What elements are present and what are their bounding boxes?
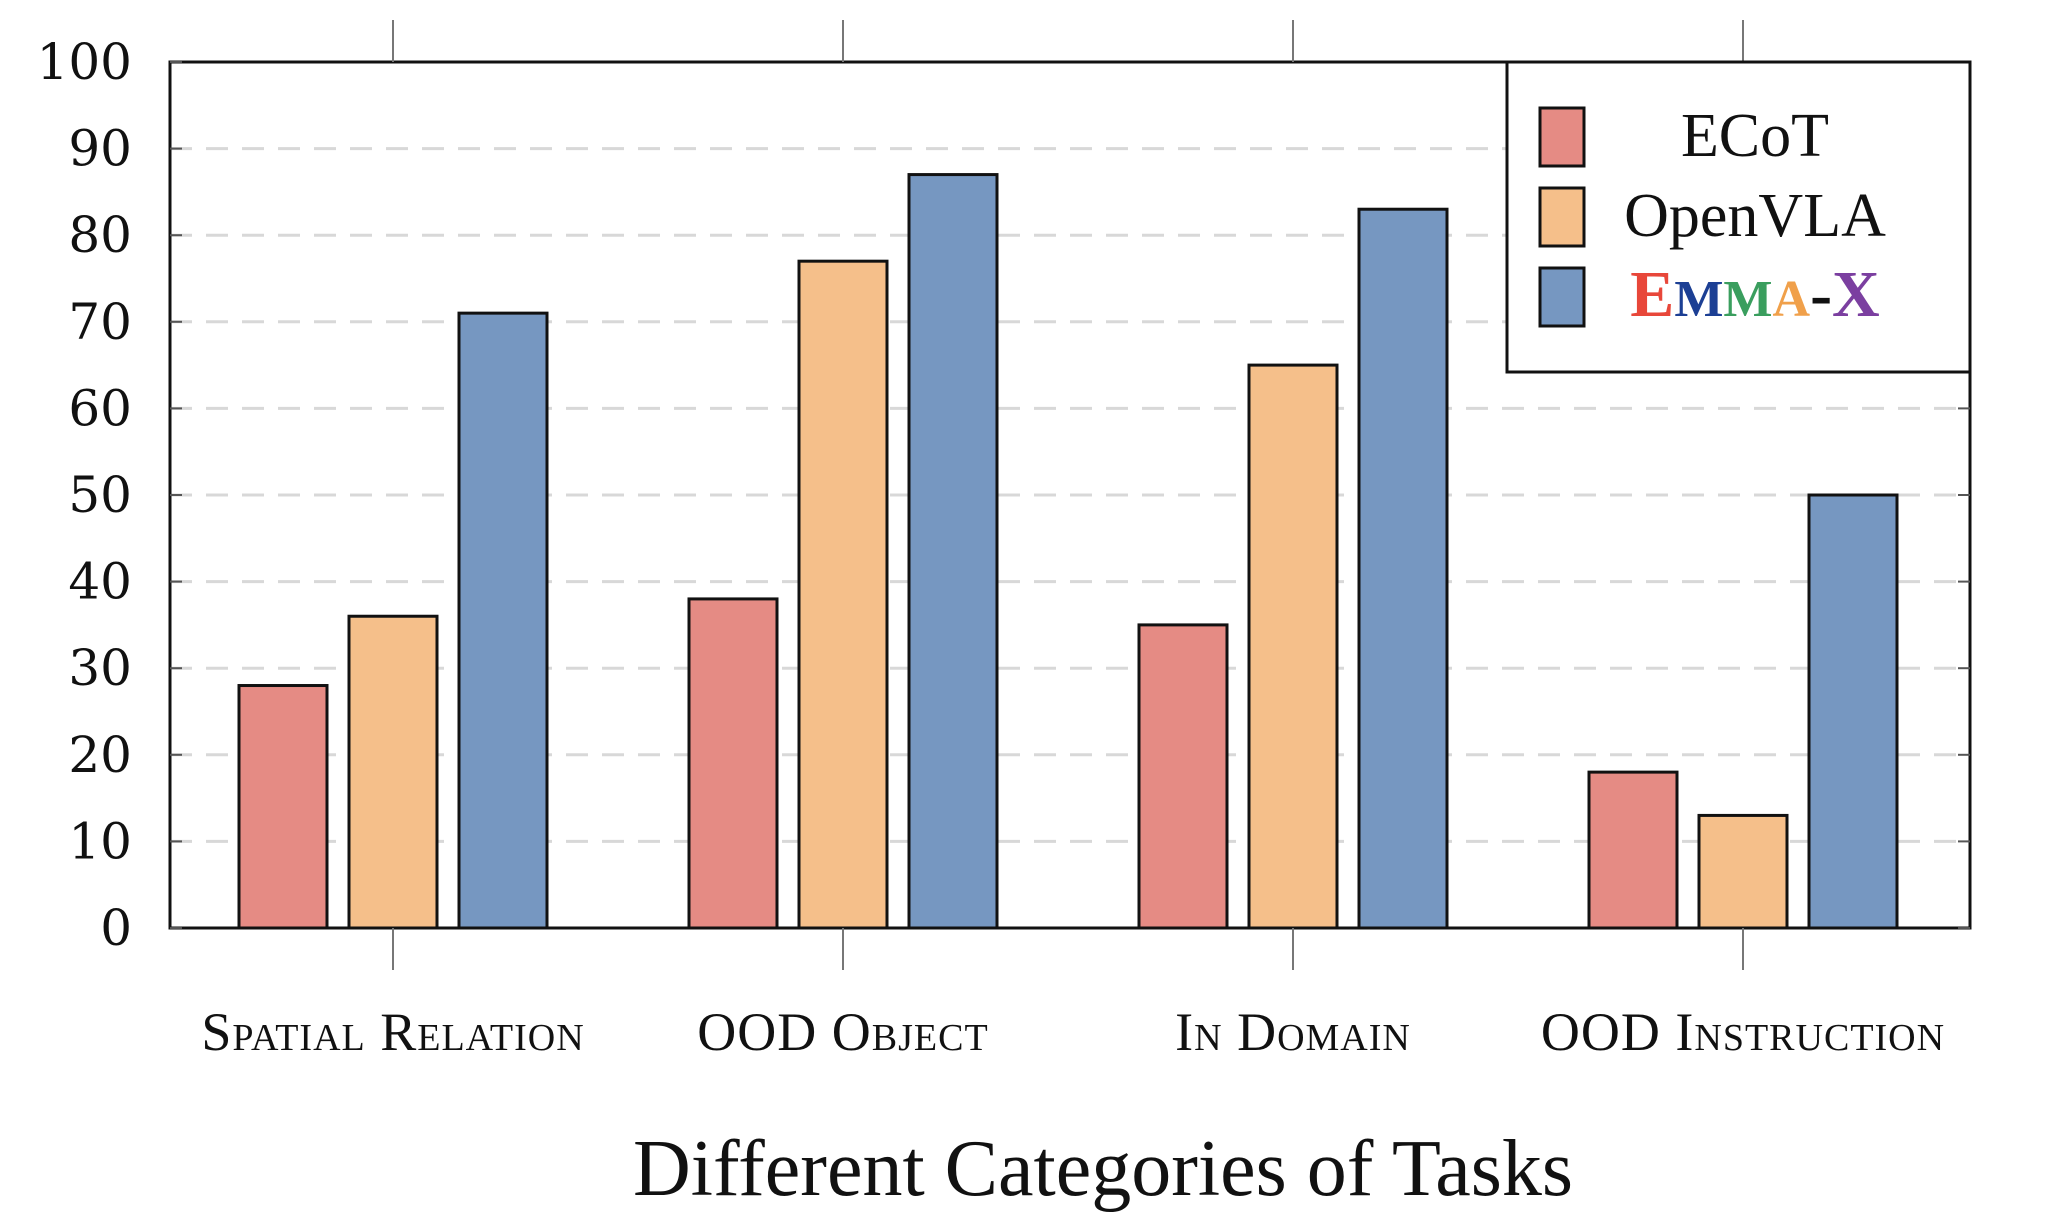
bar-ecot [237,684,329,930]
bars [237,173,1899,930]
bar-openvla [1247,363,1339,930]
bar-emma-x [1807,493,1899,930]
y-tick-label: 10 [68,812,132,870]
legend: ECoT OpenVLA EMMA-X [1505,60,1972,374]
legend-label: OpenVLA [1624,182,1886,250]
bar-openvla [347,614,439,930]
bar-ecot [1587,770,1679,930]
y-tick-label: 0 [100,899,132,957]
bar-ecot [687,597,779,930]
y-tick-label: 20 [68,726,132,784]
y-tick-label: 50 [68,466,132,524]
legend-label: ECoT [1681,102,1829,170]
y-tick-label: 90 [68,120,132,178]
legend-label: EMMA-X [1630,258,1879,331]
x-tick-label: OOD Instruction [1541,1002,1945,1062]
bar-ecot [1137,623,1229,930]
y-tick-label: 40 [68,553,132,611]
legend-swatch [1538,106,1586,168]
x-axis-title: Different Categories of Tasks [633,1125,1573,1213]
bar-emma-x [907,173,999,930]
y-tick-label: 60 [68,379,132,437]
y-tick-label: 70 [68,293,132,351]
bar-openvla [797,259,889,930]
axis-labels: 0 10 20 30 40 50 60 70 80 90 100 Spatial Relation OO… [37,33,1945,1062]
y-tick-label: 100 [37,33,132,91]
bar-openvla [1697,813,1789,930]
x-tick-label: In Domain [1175,1002,1411,1062]
legend-swatch [1538,186,1586,248]
x-tick-label: OOD Object [697,1002,988,1062]
bar-emma-x [1357,207,1449,930]
y-tick-label: 30 [68,639,132,697]
bar-emma-x [457,311,549,930]
legend-swatch [1538,266,1586,328]
x-tick-label: Spatial Relation [201,1002,584,1062]
y-tick-label: 80 [68,206,132,264]
